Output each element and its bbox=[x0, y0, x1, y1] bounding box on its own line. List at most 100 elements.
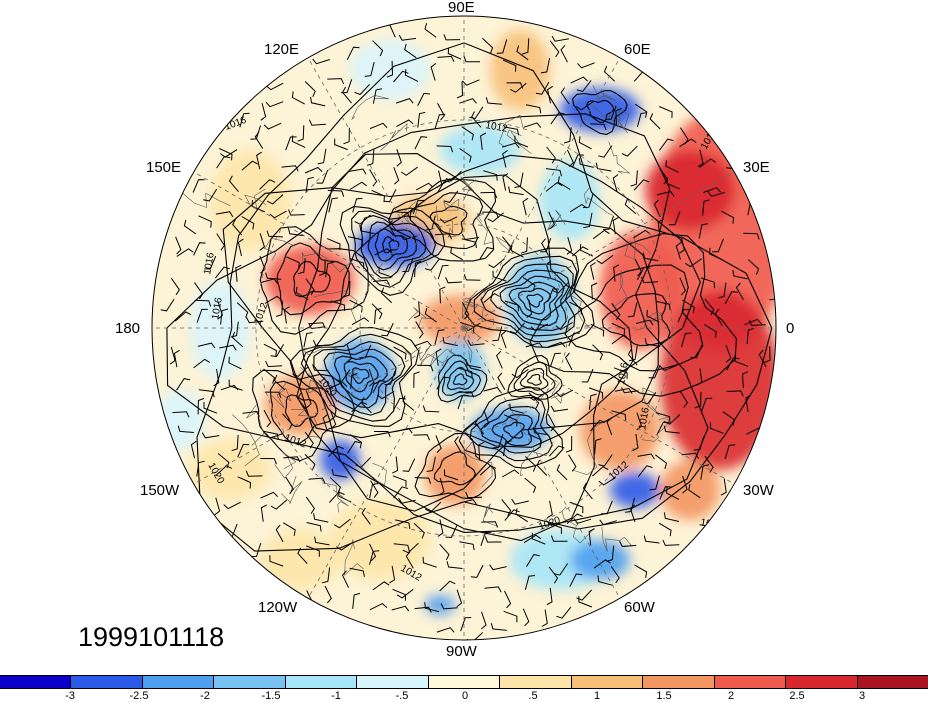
wind-barb bbox=[579, 244, 594, 257]
wind-barb bbox=[548, 522, 562, 534]
coastline-segment bbox=[520, 441, 554, 476]
wind-barb bbox=[313, 513, 329, 523]
wind-barb bbox=[405, 551, 414, 569]
wind-barb bbox=[304, 431, 314, 449]
isobar bbox=[285, 394, 319, 428]
wind-barb bbox=[246, 317, 264, 324]
wind-barb bbox=[454, 436, 463, 454]
anomaly-blob bbox=[660, 290, 776, 470]
wind-barb bbox=[704, 455, 714, 473]
wind-barb bbox=[324, 585, 332, 604]
coastlines bbox=[181, 85, 671, 576]
wind-barb bbox=[569, 301, 583, 315]
colorbar-cell bbox=[0, 676, 72, 688]
wind-barb bbox=[769, 297, 776, 304]
wind-barb bbox=[480, 132, 487, 150]
wind-barb bbox=[334, 138, 348, 151]
wind-barb bbox=[439, 580, 456, 592]
wind-barb bbox=[328, 445, 344, 457]
isobar bbox=[437, 354, 488, 403]
wind-barb bbox=[360, 397, 372, 414]
wind-barb bbox=[269, 210, 287, 219]
coastline-segment bbox=[547, 209, 566, 231]
wind-barb bbox=[629, 345, 638, 362]
wind-barb bbox=[531, 532, 546, 545]
wind-barb bbox=[281, 165, 299, 172]
wind-barb bbox=[601, 500, 613, 515]
wind-barb bbox=[286, 256, 300, 269]
wind-barb bbox=[336, 541, 354, 551]
colorbar-cell bbox=[285, 676, 358, 688]
wind-barb bbox=[502, 440, 512, 456]
wind-barb bbox=[250, 542, 262, 558]
wind-barb bbox=[496, 39, 508, 54]
coastline-segment bbox=[506, 129, 532, 154]
wind-barb bbox=[355, 456, 372, 468]
wind-barb bbox=[693, 436, 705, 451]
wind-barb bbox=[447, 47, 462, 60]
wind-barb bbox=[655, 454, 668, 470]
wind-barb bbox=[496, 350, 503, 369]
contour-label: 1016 bbox=[616, 361, 631, 385]
wind-barb bbox=[709, 247, 723, 261]
parallel bbox=[255, 119, 673, 537]
wind-barb bbox=[646, 309, 660, 323]
wind-barb bbox=[304, 454, 316, 470]
coastline-segment bbox=[301, 252, 353, 273]
wind-barb bbox=[402, 257, 414, 272]
wind-barb bbox=[223, 501, 241, 510]
wind-barb bbox=[414, 136, 428, 150]
wind-barb bbox=[681, 452, 699, 459]
wind-barb bbox=[402, 542, 419, 554]
wind-barb bbox=[372, 279, 391, 286]
wind-barb bbox=[395, 427, 413, 434]
meridian bbox=[193, 327, 465, 485]
wind-barb bbox=[415, 321, 424, 339]
wind-barb bbox=[655, 300, 671, 311]
wind-barb bbox=[592, 344, 604, 361]
wind-barb bbox=[392, 475, 407, 487]
wind-barb bbox=[589, 387, 604, 399]
wind-barb bbox=[675, 242, 682, 260]
coastline-segment bbox=[601, 527, 633, 552]
wind-barb bbox=[502, 150, 508, 168]
wind-barb bbox=[241, 216, 255, 230]
anomaly-blob bbox=[560, 88, 640, 132]
wind-barb bbox=[590, 323, 605, 337]
wind-barb bbox=[314, 536, 330, 546]
wind-barb bbox=[461, 126, 474, 141]
wind-barb bbox=[237, 238, 244, 257]
wind-barb bbox=[611, 322, 626, 336]
wind-barb bbox=[482, 37, 494, 54]
wind-barb bbox=[372, 380, 386, 394]
wind-barb bbox=[459, 499, 478, 505]
wind-barb bbox=[698, 223, 708, 239]
wind-barb bbox=[636, 266, 651, 280]
wind-barb bbox=[484, 586, 502, 593]
wind-barb bbox=[317, 148, 327, 165]
wind-barb bbox=[456, 589, 463, 608]
wind-barb bbox=[655, 412, 671, 423]
wind-barb bbox=[282, 522, 296, 536]
meridian bbox=[463, 327, 621, 599]
wind-barb bbox=[501, 499, 512, 516]
anomaly-blob bbox=[505, 255, 575, 345]
wind-barb bbox=[571, 246, 589, 257]
wind-barb bbox=[201, 432, 220, 439]
wind-barb bbox=[598, 477, 616, 486]
wind-barb bbox=[504, 509, 520, 521]
wind-barb bbox=[548, 445, 565, 457]
wind-barb bbox=[523, 534, 542, 544]
coastline-segment bbox=[461, 297, 477, 319]
wind-barb bbox=[726, 390, 744, 397]
wind-barb bbox=[526, 554, 540, 567]
wind-barb bbox=[467, 339, 485, 346]
wind-barb bbox=[383, 189, 397, 203]
wind-barb bbox=[565, 352, 573, 371]
wind-barb bbox=[263, 368, 276, 384]
wind-barb bbox=[266, 230, 283, 238]
wind-barb bbox=[416, 364, 434, 372]
wind-barb bbox=[641, 392, 657, 405]
wind-barb bbox=[621, 145, 638, 157]
lon-label-120e: 120E bbox=[264, 41, 300, 58]
